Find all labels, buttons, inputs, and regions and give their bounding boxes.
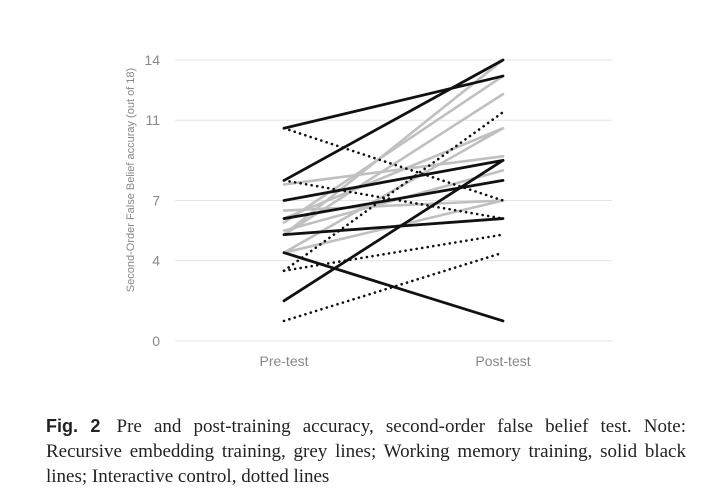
series-line-dotted-18	[282, 110, 505, 273]
figure-caption: Fig. 2 Pre and post-training accuracy, s…	[46, 414, 686, 489]
series-line-grey-3	[282, 155, 505, 186]
y-axis-label: Second-Order False Belief accuray (out o…	[125, 68, 137, 292]
series-line-solid-9	[282, 74, 505, 130]
y-tick-label: 4	[152, 253, 160, 269]
y-tick-label: 14	[144, 52, 160, 68]
y-tick-labels: 0 4 7 11 14	[144, 52, 160, 349]
series-line-grey-4	[282, 126, 505, 220]
x-tick-label: Post-test	[475, 353, 530, 369]
series-line-solid-13	[282, 217, 505, 237]
series-line-solid-14	[282, 251, 505, 323]
y-tick-label: 0	[152, 333, 160, 349]
series-line-solid-10	[282, 58, 505, 182]
series-dotted-group	[282, 110, 505, 323]
caption-text: Pre and post-training accuracy, second-o…	[46, 416, 686, 487]
series-line-dotted-20	[282, 251, 505, 323]
series-line-grey-1	[282, 74, 505, 224]
x-tick-label: Pre-test	[259, 353, 308, 369]
line-chart: 0 4 7 11 14 Pre-test Post-test Second-Order F…	[125, 52, 612, 369]
series-line-solid-11	[282, 158, 505, 202]
series-grey-group	[282, 58, 505, 254]
series-line-dotted-16	[282, 126, 505, 202]
series-line-solid-15	[282, 158, 505, 303]
y-tick-label: 11	[145, 112, 160, 128]
series-line-grey-6	[282, 199, 505, 212]
x-tick-labels: Pre-test Post-test	[259, 353, 530, 369]
caption-label: Fig. 2	[46, 416, 101, 436]
series-line-dotted-19	[282, 233, 505, 273]
y-tick-label: 7	[152, 193, 160, 209]
series-line-dotted-17	[282, 179, 505, 220]
series-line-grey-0	[282, 58, 505, 236]
